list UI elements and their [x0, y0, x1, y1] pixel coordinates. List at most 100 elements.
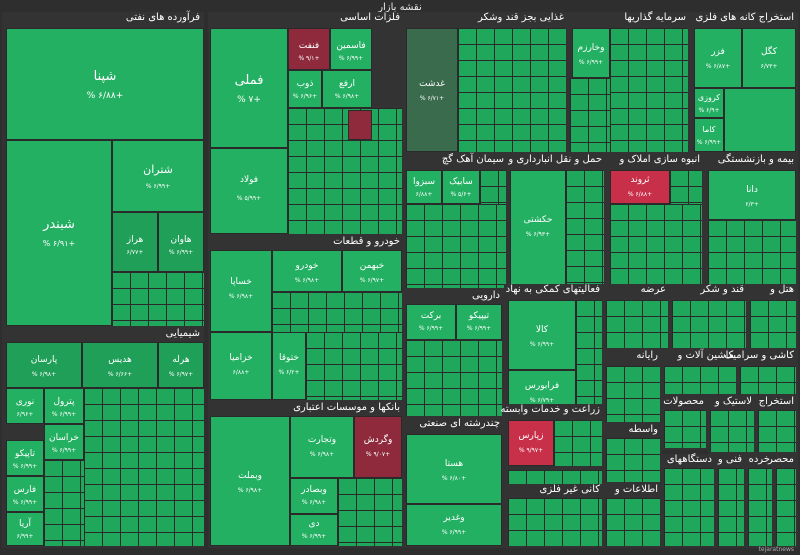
tile-foolad[interactable]: فولاد +۵/۹۹ % — [210, 148, 288, 234]
small-tiles — [718, 468, 744, 546]
tile-femli[interactable]: فملی +۷ % — [210, 28, 288, 148]
sector-mining: استخراج کانه های فلزی فزر +۶/۸۷ % کگل +۶… — [690, 12, 798, 154]
tile-percent: +۶/۹۱ % — [42, 239, 76, 248]
tile-sarvand[interactable]: ثروند +۶/۸۸ % — [610, 170, 670, 204]
tile-harez[interactable]: هراز +۶/۷۷ — [112, 212, 158, 272]
sector-label: بیمه و بازنشستگی — [717, 154, 794, 165]
tile-name: خراسان — [49, 433, 79, 443]
tile-vtejarat[interactable]: وتجارت +۶/۹۸ % — [290, 416, 354, 478]
small-tiles — [272, 292, 402, 332]
tile-zob[interactable]: ذوب +۶/۹۶ % — [288, 70, 322, 108]
sector-label: چندرشته ای صنعتی — [419, 418, 500, 429]
tile-shapna[interactable]: شپنا +۶/۸۸ % — [6, 28, 204, 140]
sector-mahsor: محصر — [768, 454, 798, 548]
sector-computer: رایانه — [604, 350, 662, 424]
tile-red-metal[interactable] — [348, 110, 372, 140]
tile-percent: +۶/۹۹ % — [696, 139, 722, 146]
tile-kama[interactable]: کاما +۶/۹۹ % — [694, 118, 724, 152]
sector-label: غذایی بجز قند وشکر — [478, 12, 564, 23]
tile-percent: +۶/۸۸ % — [627, 191, 653, 198]
small-tiles — [664, 366, 736, 394]
tile-khorasan[interactable]: خراسان +۶/۹۹ % — [44, 424, 84, 460]
tile-khezamia[interactable]: خزامیا +۶/۸۸ — [210, 332, 272, 400]
tile-sabeyk[interactable]: سابیک +۵/۶ % — [442, 170, 480, 204]
tile-name: پترول — [53, 397, 75, 407]
tile-name: فملی — [234, 73, 264, 88]
sector-label: کانی غیر فلزی — [539, 484, 600, 495]
tile-khebahman[interactable]: خبهمن +۶/۹۷ % — [342, 250, 402, 292]
tile-percent: +۶/۹۹ % — [51, 411, 77, 418]
tile-percent: +۶/۳ — [745, 201, 759, 208]
tile-percent: +۹/۰۷ % — [365, 451, 391, 458]
small-tiles — [570, 78, 610, 152]
tile-vgardesh[interactable]: وگردش +۹/۰۷ % — [354, 416, 402, 478]
tile-tipiko[interactable]: تیپیکو +۶/۹۹ % — [456, 304, 502, 340]
tile-ghedast[interactable]: غدشت +۶/۷۱ % — [406, 28, 458, 152]
tile-name: خبهمن — [359, 261, 385, 271]
sector-label: ماشین آلات و — [677, 350, 735, 361]
sector-label: رایانه — [636, 350, 658, 361]
tile-percent: +۶/۲ % — [278, 369, 300, 376]
tile-vbemellat[interactable]: وبملت +۶/۹۸ % — [210, 416, 290, 546]
tile-aria[interactable]: آریا +۶/۹۹ — [6, 512, 44, 546]
tile-fazar[interactable]: فزر +۶/۸۷ % — [694, 28, 742, 88]
tile-petrol[interactable]: پترول +۶/۹۹ % — [44, 388, 84, 424]
tile-sabzva[interactable]: سبزوا +۶/۸۸ — [406, 170, 442, 204]
tile-percent: +۷ % — [237, 95, 261, 105]
small-tiles — [750, 300, 796, 348]
small-tiles — [338, 478, 402, 546]
sector-label: حمل و نقل انبارداری و — [508, 154, 602, 165]
tile-harla[interactable]: هرله +۶/۹۷ % — [158, 342, 204, 388]
tile-shatran[interactable]: شتران +۶/۹۹ % — [112, 140, 204, 212]
tile-fars[interactable]: فارس +۶/۹۹ % — [6, 476, 44, 512]
tile-kegol[interactable]: کگل +۶/۷۳ — [742, 28, 796, 88]
tile-name: وبصادر — [301, 485, 327, 495]
tile-vghadir[interactable]: وغدیر +۶/۹۹ % — [406, 504, 502, 546]
tile-name: وبملت — [238, 471, 262, 481]
tile-noori[interactable]: نوری +۶/۹۶ — [6, 388, 44, 424]
tile-di[interactable]: دی +۶/۹۹ % — [290, 514, 338, 546]
tile-hakeshti[interactable]: حکشتی +۶/۹۳ % — [510, 170, 566, 286]
tile-percent: +۶/۹۸ % — [228, 293, 254, 300]
sector-label: کاشی و سرامیک — [724, 350, 794, 361]
tile-percent: +۶/۹۶ % — [292, 93, 318, 100]
tile-khasapa[interactable]: خساپا +۶/۹۸ % — [210, 250, 272, 332]
tile-khatoogha[interactable]: ختوقا +۶/۲ % — [272, 332, 306, 400]
sector-label: هتل و — [770, 284, 794, 295]
tile-vkharazm[interactable]: وخارزم +۶/۹۹ % — [572, 28, 610, 78]
tile-percent: +۶/۶۶ % — [107, 371, 133, 378]
sector-label: دارویی — [471, 290, 500, 301]
tile-tapiko[interactable]: تاپیکو +۶/۹۹ % — [6, 440, 44, 476]
sector-products: محصولات — [662, 396, 708, 450]
tile-shabandar[interactable]: شبندر +۶/۹۱ % — [6, 140, 112, 326]
tile-arfa[interactable]: ارفع +۶/۹۸ % — [322, 70, 372, 108]
tile-kroozi[interactable]: کروزی +۶/۹ % — [694, 88, 724, 118]
tile-parsan[interactable]: پارسان +۶/۹۸ % — [6, 342, 82, 388]
tile-khodro[interactable]: خودرو +۶/۹۸ % — [272, 250, 342, 292]
tile-percent: +۵/۹۹ % — [236, 195, 262, 202]
sector-investment: سرمایه گذاریها وخارزم +۶/۹۹ % — [568, 12, 690, 154]
tile-name: فزر — [711, 47, 725, 57]
tile-fasamin[interactable]: فاسمین +۶/۹۹ % — [330, 28, 372, 70]
tile-fanft[interactable]: فنفت +۹/۱ % — [288, 28, 330, 70]
tile-hasta[interactable]: هستا +۶/۸۰ % — [406, 434, 502, 504]
tile-mining-big[interactable] — [724, 88, 796, 152]
tile-percent: +۹/۹۷ % — [518, 447, 544, 454]
tile-name: سبزوا — [412, 177, 436, 187]
tile-percent: +۶/۹۹ % — [466, 325, 492, 332]
tile-vbsader[interactable]: وبصادر +۶/۹۸ % — [290, 478, 338, 514]
tile-name: پارسان — [30, 355, 58, 365]
tile-kala[interactable]: کالا +۶/۹۹ % — [508, 300, 576, 370]
tile-barkat[interactable]: برکت +۶/۹۹ % — [406, 304, 456, 340]
tile-hedis[interactable]: هدیس +۶/۶۶ % — [82, 342, 158, 388]
tile-name: خزامیا — [229, 353, 253, 363]
tile-havan[interactable]: هاوان +۶/۹۹ % — [158, 212, 204, 272]
small-tiles — [710, 410, 754, 452]
tile-dana[interactable]: دانا +۶/۳ — [708, 170, 796, 220]
sector-fani: فنی و — [716, 454, 746, 548]
small-tiles — [664, 410, 706, 448]
tile-ziaras[interactable]: زپارس +۹/۹۷ % — [508, 420, 554, 466]
tile-name: ذوب — [296, 79, 314, 89]
tile-name: فنفت — [298, 41, 320, 51]
